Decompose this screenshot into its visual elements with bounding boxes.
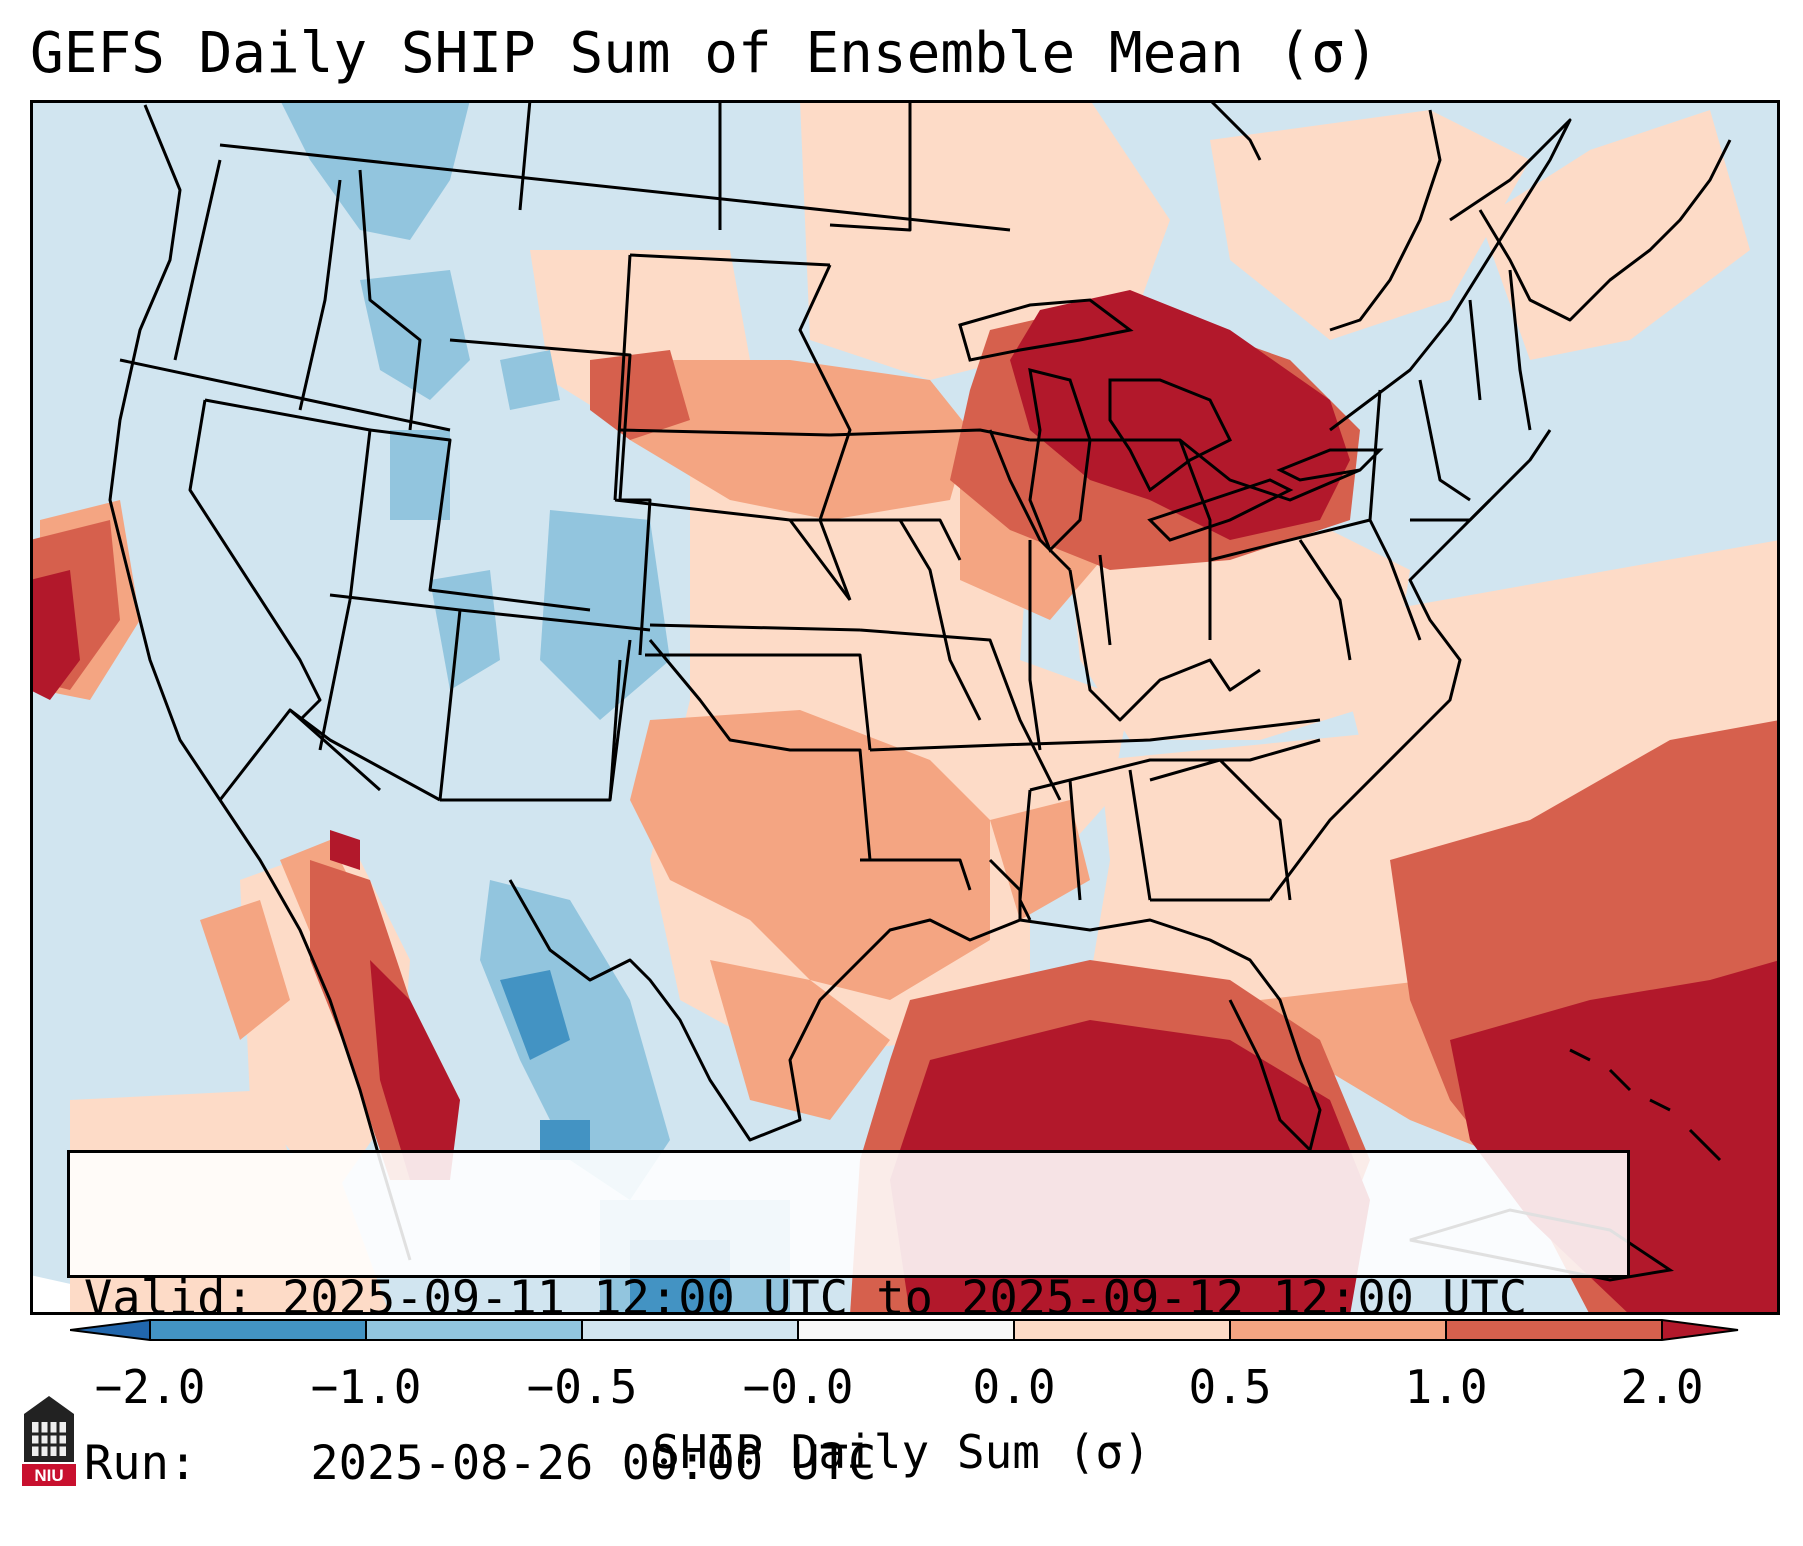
lake-michigan — [1028, 367, 1092, 553]
lake-ontario — [1276, 448, 1384, 482]
lake-superior — [958, 298, 1134, 362]
ca-nv-border — [188, 399, 322, 722]
atlantic-coastline — [1268, 429, 1552, 901]
ship-anomaly-map — [30, 100, 1780, 1315]
colorbar-label: SHIP Daily Sum (σ) — [652, 1425, 1151, 1479]
or-id-border — [119, 358, 451, 432]
colorbar-bin-2 — [366, 1320, 582, 1340]
colorbar-bin-4 — [798, 1320, 1014, 1340]
colorbar — [70, 1319, 1739, 1341]
colorbar-tick-label: −0.5 — [526, 1360, 638, 1414]
anomaly-minus-0.5-to-minus-1.0-regions — [280, 100, 790, 1315]
map-panel — [30, 100, 1780, 1315]
colorbar-tick-label: 2.0 — [1620, 1360, 1704, 1414]
colorbar-bin-3 — [582, 1320, 798, 1340]
colorbar-ticks — [149, 1320, 1663, 1340]
lake-erie — [1147, 478, 1294, 542]
colorbar-tick-label: −1.0 — [310, 1360, 422, 1414]
run-label: Run: — [84, 1436, 198, 1491]
run-value: 2025-08-26 00:00 UTC — [310, 1436, 877, 1491]
political-boundaries — [108, 100, 1732, 1261]
colorbar-bin-5 — [1014, 1320, 1230, 1340]
colorbar-bin-7 — [1446, 1320, 1662, 1340]
colorbar-bin-6 — [1230, 1320, 1446, 1340]
gulf-coastline — [508, 858, 1022, 1142]
map-title: GEFS Daily SHIP Sum of Ensemble Mean (σ) — [30, 21, 1379, 86]
niu-logo-text: NIU — [34, 1466, 63, 1485]
colorbar-tick-label: 0.0 — [972, 1360, 1056, 1414]
colorbar-tick-label: 1.0 — [1404, 1360, 1488, 1414]
colorbar-extend-low — [70, 1320, 150, 1340]
colorbar-tick-label: 0.5 — [1188, 1360, 1272, 1414]
map-frame-border — [30, 100, 1780, 1315]
colorbar-tick-label: −0.0 — [742, 1360, 854, 1414]
run-line: Run: 2025-08-26 00:00 UTC — [84, 1436, 1613, 1491]
colorbar-tick-label: −2.0 — [94, 1360, 206, 1414]
st-lawrence-coast — [1329, 118, 1572, 432]
us-canada-border — [219, 143, 1011, 232]
valid-run-info-box: Valid: 2025-09-11 12:00 UTC to 2025-09-1… — [67, 1150, 1630, 1491]
colorbar-bin-1 — [150, 1320, 366, 1340]
pacific-coastline — [108, 104, 412, 1261]
florida-coastline — [1019, 918, 1322, 1152]
valid-line: Valid: 2025-09-11 12:00 UTC to 2025-09-1… — [84, 1271, 1613, 1326]
niu-logo-badge — [22, 1464, 76, 1486]
colorbar-extend-high — [1662, 1320, 1738, 1340]
great-lakes — [958, 298, 1384, 553]
valid-label: Valid: — [84, 1271, 254, 1326]
niu-logo-icon: NIU — [22, 1396, 76, 1486]
valid-value: 2025-09-11 12:00 UTC to 2025-09-12 12:00… — [282, 1271, 1528, 1326]
lake-huron — [1108, 378, 1233, 493]
